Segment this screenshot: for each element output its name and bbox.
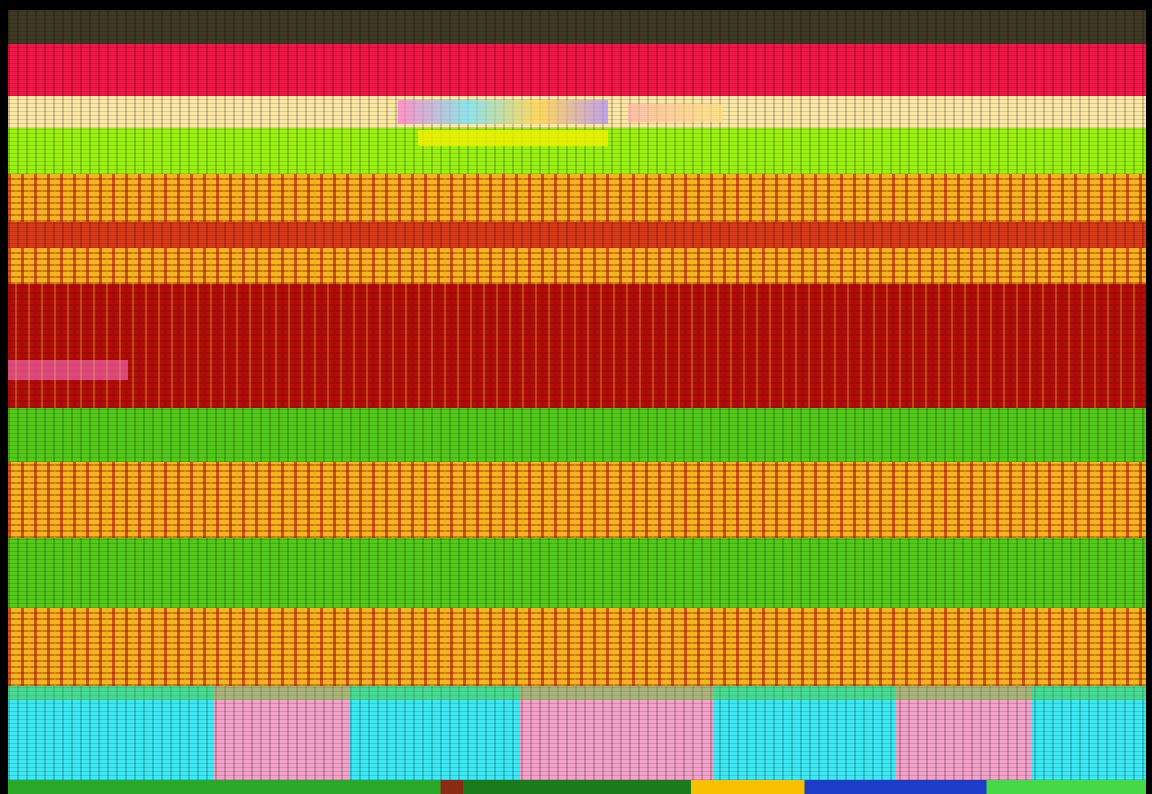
- band-cream: [8, 96, 1146, 128]
- band-green-2: [8, 538, 1146, 608]
- band-lime: [8, 128, 1146, 174]
- band-orange-4: [8, 608, 1146, 686]
- band-green-1: [8, 408, 1146, 462]
- band-dark-red: [8, 284, 1146, 408]
- band-orange-3: [8, 462, 1146, 538]
- band-red-1: [8, 222, 1146, 248]
- noise-canvas: [8, 10, 1146, 794]
- band-orange-2: [8, 248, 1146, 284]
- band-olive: [8, 10, 1146, 44]
- bottom-strip: [8, 780, 1146, 794]
- band-mixed: [8, 686, 1146, 780]
- band-orange-1: [8, 174, 1146, 222]
- band-crimson: [8, 44, 1146, 96]
